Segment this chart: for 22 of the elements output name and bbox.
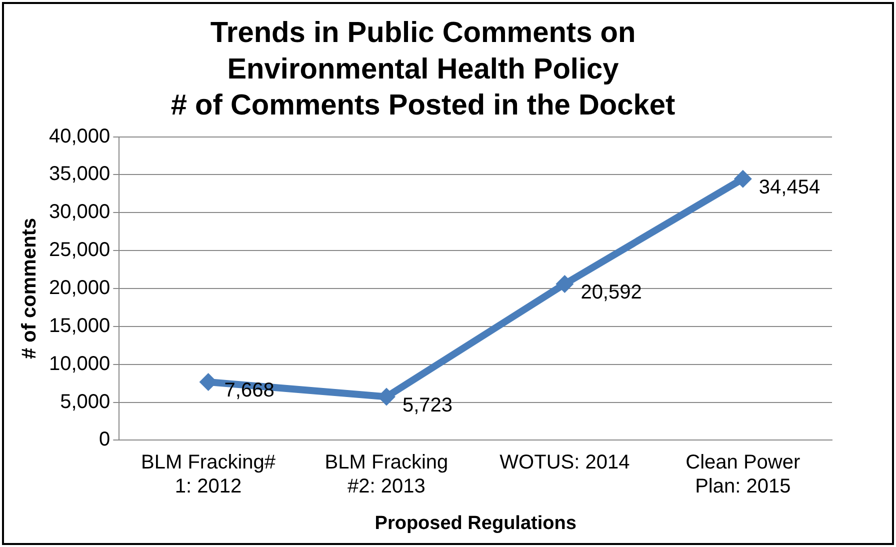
chart-title: Trends in Public Comments on Environmental Health Policy [210,17,636,86]
y-tick-label: 5,000 [60,390,110,413]
data-label: 34,454 [758,176,820,198]
y-tick-label: 0 [99,428,110,451]
chart-subtitle: # of Comments Posted in the Docket [170,90,676,122]
y-tick-label: 25,000 [49,239,110,262]
x-tick-label: WOTUS: 2014 [500,452,630,474]
point [734,170,752,188]
x-tick-label: Clean Power Plan: 2015 [686,452,800,498]
point [556,274,574,293]
y-tick-label: 40,000 [49,125,110,148]
y-tick-label: 35,000 [49,163,110,186]
y-tick-label: 30,000 [49,201,110,224]
x-axis-title: Proposed Regulations [374,512,576,534]
y-tick-label: 20,000 [49,276,110,299]
y-tick-label: 15,000 [49,314,110,337]
data-label: 20,592 [580,282,642,304]
x-tick-label: BLM Fracking# 1: 2012 [141,452,276,498]
y-tick-label: 10,000 [49,352,110,375]
data-label: 5,723 [402,394,453,416]
y-axis-title: # of comments [18,218,41,360]
x-tick-label: BLM Fracking #2: 2013 [324,452,448,498]
